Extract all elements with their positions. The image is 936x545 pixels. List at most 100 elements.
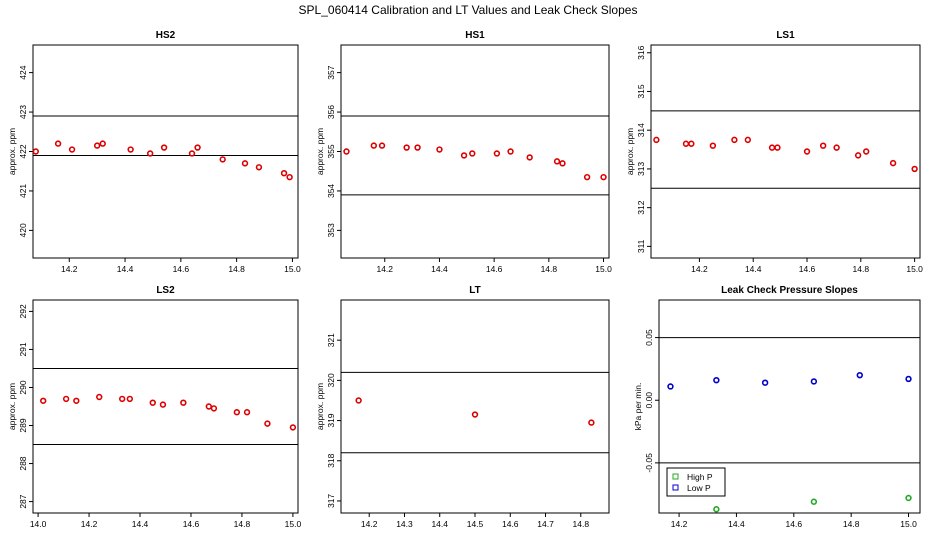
data-point <box>96 393 103 401</box>
data-point <box>149 399 156 406</box>
x-tick-label: 14.4 <box>117 264 134 274</box>
data-point <box>62 395 70 403</box>
data-point <box>819 142 827 149</box>
data-point <box>160 144 168 151</box>
x-tick-label: 14.6 <box>173 264 190 274</box>
x-tick-label: 14.8 <box>843 519 860 529</box>
y-tick-label: 318 <box>326 453 336 467</box>
data-point <box>243 409 251 416</box>
data-point <box>761 379 769 386</box>
data-point <box>289 424 297 431</box>
data-point <box>255 164 263 171</box>
x-tick-label: 14.8 <box>541 264 558 274</box>
data-point <box>343 148 350 155</box>
x-tick-label: 14.4 <box>132 519 149 529</box>
data-point <box>905 494 912 502</box>
data-point <box>713 506 720 513</box>
y-tick-label: 354 <box>326 184 336 198</box>
y-tick-label: 311 <box>636 239 646 253</box>
data-point <box>73 397 80 404</box>
y-tick-label: 321 <box>326 333 336 347</box>
data-point <box>682 140 690 147</box>
y-tick-label: 313 <box>636 162 646 176</box>
data-point <box>146 150 154 157</box>
data-point <box>32 148 39 155</box>
data-point <box>709 142 717 149</box>
x-tick-label: 15.0 <box>285 519 302 529</box>
data-point <box>583 173 591 181</box>
data-point <box>653 136 660 144</box>
data-point <box>731 136 738 144</box>
panel-title: HS2 <box>156 30 176 41</box>
data-point <box>355 397 362 404</box>
data-point <box>526 154 533 161</box>
x-tick-label: 14.4 <box>745 264 762 274</box>
data-point <box>39 397 47 404</box>
data-point <box>667 383 674 390</box>
y-tick-label: 424 <box>18 65 28 79</box>
y-tick-label: 420 <box>18 223 28 237</box>
x-tick-label: 14.2 <box>61 264 78 274</box>
plot-frame <box>658 299 921 514</box>
plot-frame <box>340 44 610 259</box>
y-axis-label: kPa per min. <box>633 383 643 431</box>
data-point <box>774 144 781 151</box>
y-tick-label: 421 <box>18 184 28 198</box>
x-tick-label: 14.8 <box>234 519 251 529</box>
data-point <box>862 148 870 155</box>
panel-title: LT <box>469 285 480 296</box>
data-point <box>911 165 918 173</box>
data-point <box>210 405 218 412</box>
panel-2: HS1 14.2 14.4 14.6 14.8 15.0 353 354 355 356 357 ap… <box>315 30 612 274</box>
data-point <box>159 401 167 408</box>
x-tick-label: 14.7 <box>537 519 554 529</box>
panel-5: LT 14.2 14.3 14.4 14.5 14.6 14.7 14.8 317 318 319 3… <box>315 285 610 529</box>
y-tick-label: 0.05 <box>644 329 654 346</box>
data-point <box>403 144 410 151</box>
legend-marker <box>672 484 679 491</box>
y-tick-label: 353 <box>326 223 336 237</box>
data-point <box>810 498 818 505</box>
data-point <box>803 148 811 155</box>
x-tick-label: 14.4 <box>431 264 448 274</box>
x-tick-label: 14.2 <box>691 264 708 274</box>
y-axis-label: approx. ppm <box>7 128 17 175</box>
y-tick-label: 355 <box>326 144 336 158</box>
data-point <box>905 375 912 383</box>
data-point <box>436 146 443 153</box>
y-tick-label: 317 <box>326 494 336 508</box>
data-point <box>507 148 514 155</box>
y-tick-label: 316 <box>636 45 646 59</box>
y-tick-label: 357 <box>326 65 336 79</box>
x-tick-label: 15.0 <box>900 519 917 529</box>
data-point <box>469 150 476 157</box>
y-axis-label: approx. ppm <box>7 383 17 430</box>
x-tick-label: 14.2 <box>671 519 688 529</box>
data-point <box>600 173 607 181</box>
y-tick-label: 319 <box>326 413 336 427</box>
data-point <box>126 395 134 403</box>
x-tick-label: 14.2 <box>81 519 98 529</box>
y-tick-label: 423 <box>18 105 28 119</box>
panel-3: LS1 14.2 14.4 14.6 14.8 15.0 311 312 313 314 315 31… <box>625 30 923 274</box>
data-point <box>54 140 62 147</box>
data-point <box>194 144 201 151</box>
data-point <box>378 142 386 149</box>
data-point <box>205 403 213 410</box>
data-point <box>713 376 720 384</box>
figure-title: SPL_060414 Calibration and LT Values and… <box>299 3 638 17</box>
y-tick-label: 290 <box>18 380 28 394</box>
x-tick-label: 14.6 <box>502 519 519 529</box>
data-point <box>588 419 595 426</box>
x-tick-label: 14.4 <box>431 519 448 529</box>
data-point <box>93 142 101 149</box>
y-tick-label: -0.05 <box>644 453 654 473</box>
y-tick-label: 422 <box>18 144 28 158</box>
x-tick-label: 15.0 <box>284 264 301 274</box>
data-point <box>559 160 566 167</box>
x-tick-label: 14.8 <box>853 264 870 274</box>
x-tick-label: 14.6 <box>486 264 503 274</box>
x-tick-label: 14.6 <box>786 519 803 529</box>
panel-6: Leak Check Pressure Slopes 14.2 14.4 14.6 14… <box>633 285 921 529</box>
